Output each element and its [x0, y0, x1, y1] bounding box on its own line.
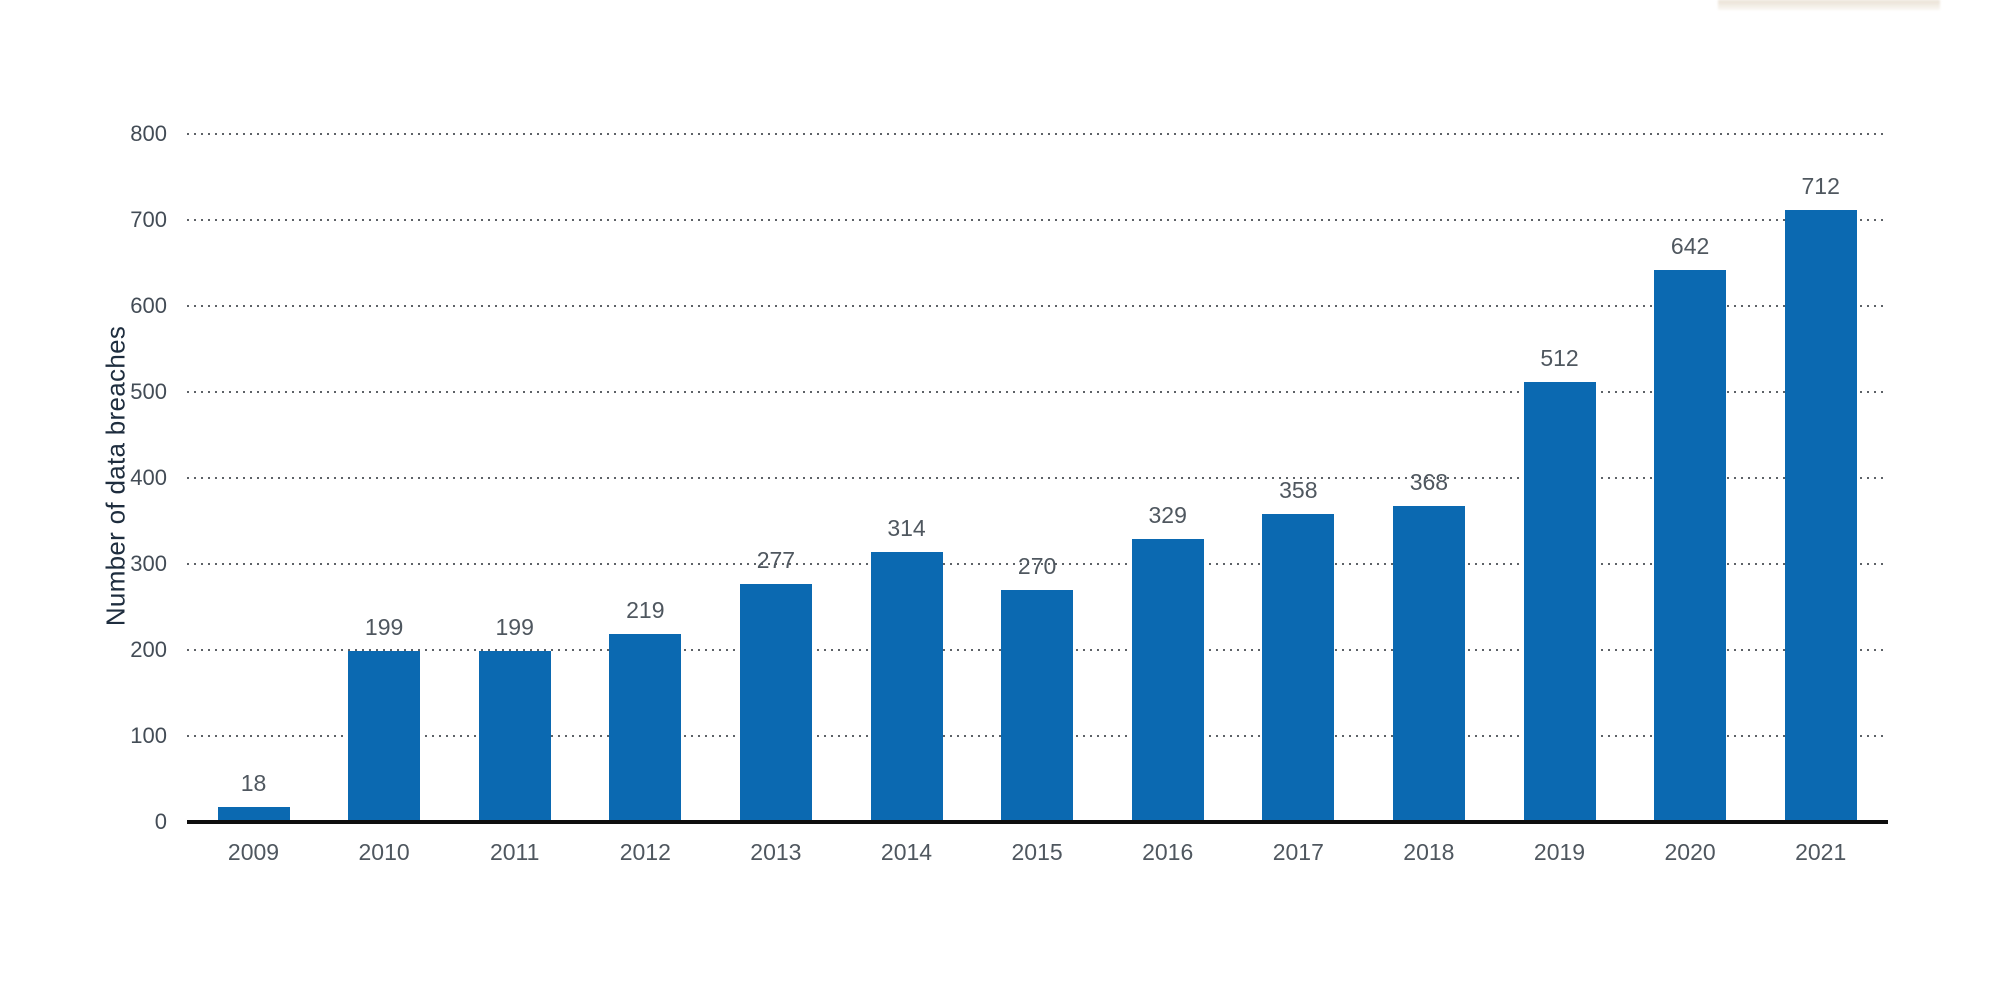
x-tick-label-2021: 2021: [1795, 839, 1847, 865]
bar-2009: [217, 806, 290, 822]
bar-2019: [1523, 381, 1596, 822]
bar-2017: [1262, 514, 1335, 822]
bar-2012: [609, 633, 682, 822]
y-tick-label-300: 300: [130, 551, 167, 576]
clipped-element: [1718, 0, 1940, 10]
x-tick-label-2015: 2015: [1011, 839, 1063, 865]
bar-value-label-2020: 642: [1670, 232, 1710, 259]
bar-value-label-2014: 314: [887, 514, 926, 541]
bar-2016: [1131, 539, 1204, 822]
bar-2014: [870, 551, 943, 822]
gridline-800: [187, 133, 1888, 135]
bar-2021: [1784, 209, 1857, 822]
bar-value-label-2016: 329: [1148, 502, 1187, 529]
y-tick-label-500: 500: [130, 379, 167, 404]
x-tick-label-2019: 2019: [1533, 839, 1586, 865]
bar-2018: [1392, 505, 1465, 822]
y-tick-label-400: 400: [130, 465, 167, 490]
y-tick-label-600: 600: [130, 293, 167, 318]
bar-2011: [478, 650, 551, 822]
gridline-300: [187, 563, 1888, 565]
bar-2015: [1001, 589, 1074, 822]
x-tick-label-2011: 2011: [489, 839, 540, 865]
y-tick-label-0: 0: [154, 809, 167, 834]
bar-value-label-2011: 199: [495, 613, 534, 640]
bar-value-label-2018: 368: [1409, 468, 1449, 495]
y-tick-label-800: 800: [130, 121, 167, 146]
bar-value-label-2009: 18: [240, 769, 267, 796]
gridline-400: [187, 477, 1888, 479]
x-tick-label-2018: 2018: [1403, 839, 1455, 865]
bar-2013: [739, 583, 812, 822]
bar-value-label-2019: 512: [1540, 344, 1579, 371]
y-tick-label-700: 700: [130, 207, 167, 232]
bar-value-label-2015: 270: [1017, 552, 1057, 579]
x-tick-label-2020: 2020: [1664, 839, 1716, 865]
bar-value-label-2012: 219: [626, 596, 665, 623]
bar-value-label-2013: 277: [756, 546, 796, 573]
y-tick-label-100: 100: [130, 723, 167, 748]
gridline-600: [187, 305, 1888, 307]
bar-2020: [1654, 269, 1727, 822]
bar-2010: [348, 650, 421, 822]
bar-value-label-2017: 358: [1279, 477, 1318, 504]
x-tick-label-2009: 2009: [227, 839, 280, 865]
x-tick-label-2012: 2012: [619, 839, 671, 865]
x-tick-label-2017: 2017: [1272, 839, 1324, 865]
x-tick-label-2016: 2016: [1142, 839, 1194, 865]
x-tick-label-2010: 2010: [358, 839, 410, 865]
bar-value-label-2021: 712: [1801, 172, 1840, 199]
gridline-500: [187, 391, 1888, 393]
bar-value-label-2010: 199: [364, 613, 404, 640]
gridline-700: [187, 219, 1888, 221]
y-tick-label-200: 200: [130, 637, 167, 662]
x-axis-line: [187, 820, 1888, 824]
x-tick-label-2014: 2014: [880, 839, 933, 865]
x-tick-label-2013: 2013: [750, 839, 802, 865]
